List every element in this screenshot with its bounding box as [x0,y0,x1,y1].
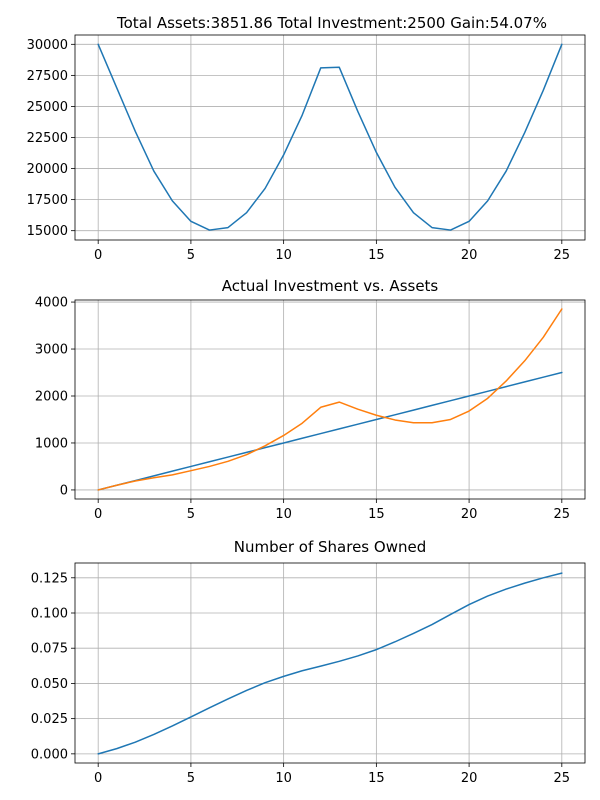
x-tick-label: 10 [275,248,292,263]
y-tick-label: 0.050 [31,677,68,692]
chart-title: Actual Investment vs. Assets [222,277,439,295]
y-tick-label: 27500 [27,69,68,84]
series-line-1 [97,43,563,231]
x-tick-label: 25 [554,248,571,263]
x-tick-label: 15 [368,248,385,263]
x-tick-label: 15 [368,771,385,786]
y-tick-label: 0.025 [31,712,68,727]
x-tick-label: 15 [368,507,385,522]
series-line-1 [97,572,563,755]
x-tick-label: 20 [461,771,478,786]
y-tick-label: 2000 [35,390,68,405]
y-tick-label: 1000 [35,436,68,451]
chart-3: 0 5 10 15 20 25 0.000 0.025 0.050 0.075 0.100 0.125… [31,538,586,786]
y-tick-label: 15000 [27,224,68,239]
axes-frame [74,299,586,500]
x-tick-label: 25 [554,771,571,786]
y-tick-label: 0.125 [31,571,68,586]
y-tick-label: 4000 [35,296,68,311]
x-tick-label: 10 [275,771,292,786]
x-tick-label: 5 [187,771,195,786]
y-tick-label: 0 [60,483,68,498]
y-tick-label: 3000 [35,343,68,358]
axes-frame [74,562,586,764]
x-tick-label: 0 [94,507,102,522]
x-tick-label: 20 [461,507,478,522]
y-tick-label: 25000 [27,100,68,115]
series-line-1 [97,371,563,491]
chart-1: 0 5 10 15 20 25 15000 17500 20000 22500 25000 27500… [27,14,586,263]
y-tick-label: 22500 [27,131,68,146]
y-tick-label: 0.075 [31,642,68,657]
x-tick-label: 10 [275,507,292,522]
x-tick-label: 0 [94,771,102,786]
y-tick-label: 0.100 [31,607,68,622]
chart-title: Total Assets:3851.86 Total Investment:25… [116,14,547,32]
y-tick-label: 20000 [27,162,68,177]
series-line-2 [97,308,563,491]
x-tick-label: 20 [461,248,478,263]
x-tick-label: 0 [94,248,102,263]
x-tick-label: 5 [187,248,195,263]
x-tick-label: 5 [187,507,195,522]
chart-2: 0 5 10 15 20 25 0 1000 2000 3000 4000 Actual Invest… [35,277,586,522]
y-tick-label: 0.000 [31,747,68,762]
y-tick-label: 30000 [27,38,68,53]
x-tick-label: 25 [554,507,571,522]
y-tick-label: 17500 [27,193,68,208]
chart-title: Number of Shares Owned [234,538,426,556]
